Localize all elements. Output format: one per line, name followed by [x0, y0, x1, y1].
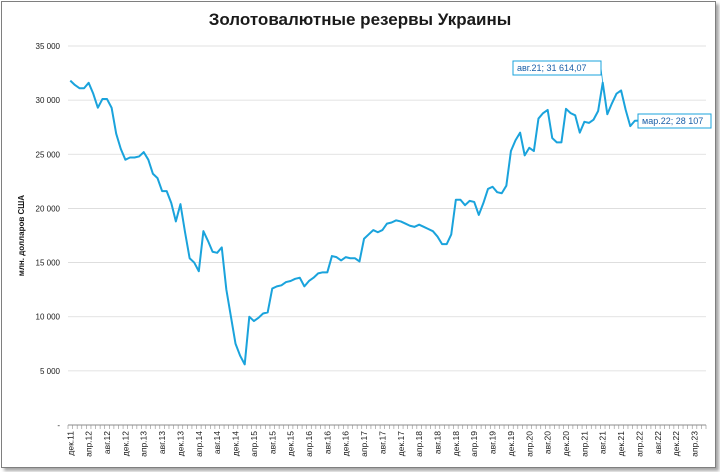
y-tick-label: 5 000 [40, 367, 61, 376]
x-tick-label: апр.15 [249, 431, 259, 457]
x-tick-label: апр.21 [579, 431, 589, 457]
x-tick-label: дек.19 [506, 431, 516, 456]
y-tick-label: 30 000 [36, 96, 61, 105]
x-tick-label: авг.20 [543, 431, 553, 454]
x-tick-label: авг.15 [267, 431, 277, 454]
x-tick-label: дек.15 [286, 431, 296, 456]
x-tick-label: апр.18 [414, 431, 424, 457]
x-tick-label: дек.14 [231, 431, 241, 456]
x-tick-label: дек.12 [120, 431, 130, 456]
x-tick-label: апр.23 [690, 431, 700, 457]
callout-label: мар.22; 28 107 [642, 116, 703, 126]
y-tick-label: 15 000 [36, 259, 61, 268]
x-tick-label: авг.13 [157, 431, 167, 454]
x-tick-label: апр.17 [359, 431, 369, 457]
x-tick-label: дек.20 [561, 431, 571, 456]
x-tick-label: апр.14 [194, 431, 204, 457]
x-tick-label: авг.14 [212, 431, 222, 454]
x-tick-label: авг.17 [377, 431, 387, 454]
x-tick-label: авг.12 [102, 431, 112, 454]
x-tick-label: апр.13 [139, 431, 149, 457]
x-tick-label: дек.18 [451, 431, 461, 456]
x-tick-label: авг.21 [598, 431, 608, 454]
y-axis-label: млн. долларов США [17, 195, 26, 276]
y-tick-label: 25 000 [36, 150, 61, 159]
x-tick-label: апр.22 [634, 431, 644, 457]
x-tick-label: дек.22 [671, 431, 681, 456]
x-tick-label: авг.16 [322, 431, 332, 454]
x-tick-label: дек.16 [341, 431, 351, 456]
y-tick-label: - [57, 421, 60, 430]
x-tick-label: дек.21 [616, 431, 626, 456]
y-tick-label: 20 000 [36, 204, 61, 213]
x-tick-label: дек.13 [175, 431, 185, 456]
chart-title: Золотовалютные резервы Украины [208, 10, 512, 29]
x-tick-label: авг.18 [432, 431, 442, 454]
x-tick-label: авг.22 [653, 431, 663, 454]
callout-label: авг.21; 31 614,07 [517, 63, 587, 73]
x-tick-label: дек.11 [65, 431, 75, 456]
x-tick-label: апр.20 [524, 431, 534, 457]
callout-box [512, 60, 602, 76]
y-tick-label: 35 000 [36, 42, 61, 51]
x-tick-label: апр.12 [84, 431, 94, 457]
series-line [69, 79, 640, 366]
x-tick-label: апр.16 [304, 431, 314, 457]
x-tick-label: дек.17 [396, 431, 406, 456]
callout-box [637, 113, 712, 129]
x-tick-label: апр.19 [469, 431, 479, 457]
x-tick-label: авг.19 [488, 431, 498, 454]
y-tick-label: 10 000 [36, 313, 61, 322]
